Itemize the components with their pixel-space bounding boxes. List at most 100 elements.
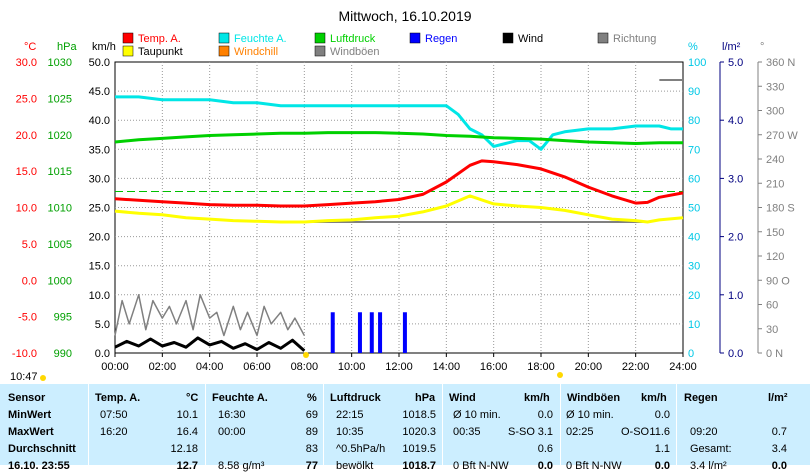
legend-label: Temp. A. xyxy=(138,33,181,45)
table-cell-w_dir: S-SO xyxy=(508,426,535,438)
axis-tick-label: 15.0 xyxy=(16,166,37,178)
series-layer xyxy=(114,95,684,353)
axis-tick-label: 360 N xyxy=(766,57,795,69)
marker-dot xyxy=(303,352,309,358)
table-cell-g_val: 0.0 xyxy=(654,409,670,421)
table-cell-r_val: 0.0 xyxy=(771,460,787,472)
rain-bar xyxy=(330,312,335,353)
legend-swatch xyxy=(122,45,134,57)
axis-tick-label: 60 xyxy=(688,173,700,185)
table-cell-w_desc: 00:35 xyxy=(453,426,481,438)
axis-tick-label: 3.0 xyxy=(728,173,743,185)
axis-tick-label: 90 O xyxy=(766,275,790,287)
series-line xyxy=(114,194,684,224)
table-cell-p_time: bewölkt xyxy=(336,460,374,472)
table-cell-h_val: 77 xyxy=(305,460,318,472)
legend-swatch xyxy=(218,45,230,57)
table-cell-label: MaxWert xyxy=(8,426,54,438)
table-cell-h_val: 69 xyxy=(305,409,318,421)
axis-tick-label: 2.0 xyxy=(728,232,743,244)
legend-label: Regen xyxy=(425,33,457,45)
axis-tick-label: 20 xyxy=(688,290,700,302)
x-tick-label: 10:00 xyxy=(338,361,366,373)
table-cell-p_val: 1019.5 xyxy=(402,443,436,455)
legend-label: Feuchte A. xyxy=(234,33,287,45)
legend-label: Richtung xyxy=(613,33,656,45)
table-cell-h_time: 00:00 xyxy=(218,426,246,438)
axis-tick-label: 5.0 xyxy=(95,319,110,331)
x-tick-label: 02:00 xyxy=(149,361,177,373)
axis-tick-label: 5.0 xyxy=(728,57,743,69)
table-cell-w_val: 0.0 xyxy=(537,460,553,472)
legend-swatch xyxy=(314,45,326,57)
table-cell-p_time: ^0.5hPa/h xyxy=(336,443,386,455)
x-tick-label: 22:00 xyxy=(622,361,650,373)
grid xyxy=(115,62,683,353)
header-humidity-unit: % xyxy=(307,392,317,404)
header-pressure: Luftdruck xyxy=(330,392,381,404)
marker-dot xyxy=(40,375,46,381)
header-gust-unit: km/h xyxy=(641,392,667,404)
axis-tick-label: 1005 xyxy=(48,239,72,251)
table-cell-p_val: 1020.3 xyxy=(402,426,436,438)
table-cell-w_desc: Ø 10 min. xyxy=(453,409,501,421)
axis-tick-label: 50.0 xyxy=(89,57,110,69)
axis-tick-label: -10.0 xyxy=(12,348,37,360)
table-cell-label: MinWert xyxy=(8,409,52,421)
table-cell-r_val: 3.4 xyxy=(771,443,787,455)
axis-tick-label: 995 xyxy=(54,312,72,324)
axis-tick-label: 1020 xyxy=(48,130,72,142)
axis-tick-label: 15.0 xyxy=(89,261,110,273)
legend-swatch xyxy=(218,32,230,44)
legend-label: Luftdruck xyxy=(330,33,376,45)
legend-swatch xyxy=(122,32,134,44)
table-cell-g_val: 11.6 xyxy=(649,426,670,438)
legend-label: Windböen xyxy=(330,46,380,58)
x-tick-label: 08:00 xyxy=(291,361,319,373)
axis-unit-label: l/m² xyxy=(722,41,741,53)
axis-tick-label: 30 xyxy=(688,261,700,273)
axis-tick-label: 210 xyxy=(766,178,784,190)
series-line xyxy=(114,131,683,145)
header-humidity: Feuchte A. xyxy=(212,392,268,404)
chart-legend: Temp. A. Feuchte A. Luftdruck Regen Wind Rich… xyxy=(122,32,656,58)
axis-tick-label: 50 xyxy=(688,203,700,215)
axis-tick-label: 45.0 xyxy=(89,86,110,98)
axis-tick-label: 20.0 xyxy=(16,130,37,142)
header-gust: Windböen xyxy=(567,392,621,404)
axis-tick-label: 70 xyxy=(688,144,700,156)
axis-tick-label: 30.0 xyxy=(16,57,37,69)
axis-tick-label: 35.0 xyxy=(89,144,110,156)
table-cell-g_desc: 0 Bft N-NW xyxy=(566,460,622,472)
axis-tick-label: 4.0 xyxy=(728,115,743,127)
axis-tick-label: 1030 xyxy=(48,57,72,69)
axis-units: °C hPa km/h% l/m² ° xyxy=(24,41,764,53)
axis-tick-label: 1.0 xyxy=(728,290,743,302)
table-cell-label: 16.10. 23:55 xyxy=(8,460,70,472)
series-line xyxy=(114,336,306,352)
table-cell-p_val: 1018.5 xyxy=(402,409,436,421)
x-tick-label: 00:00 xyxy=(101,361,129,373)
axis-tick-label: 40.0 xyxy=(89,115,110,127)
table-cell-t_val: 10.1 xyxy=(176,409,198,421)
table-cell-r_time: 3.4 l/m² xyxy=(690,460,727,472)
table-cell-t_val: 12.7 xyxy=(176,460,198,472)
table-cell-r_time: 09:20 xyxy=(690,426,718,438)
axis-tick-label: 300 xyxy=(766,106,784,118)
legend-label: Taupunkt xyxy=(138,46,183,58)
axis-tick-label: 990 xyxy=(54,348,72,360)
table-cell-t_val: 16.4 xyxy=(176,426,198,438)
axis-tick-label: 1000 xyxy=(48,275,72,287)
table-cell-p_time: 22:15 xyxy=(336,409,364,421)
axis-tick-label: 100 xyxy=(688,57,706,69)
axis-unit-label: km/h xyxy=(92,41,116,53)
table-cell-g_val: 0.0 xyxy=(654,460,670,472)
table-cell-g_dir: O-SO xyxy=(621,426,650,438)
axis-tick-label: 0 N xyxy=(766,348,783,360)
table-cell-t_time: 16:20 xyxy=(100,426,128,438)
header-temp-unit: °C xyxy=(186,392,199,404)
axis-tick-label: 90 xyxy=(688,86,700,98)
axis-unit-label: ° xyxy=(760,41,764,53)
axis-tick-label: 10.0 xyxy=(16,203,37,215)
axis-tick-label: 1010 xyxy=(48,203,72,215)
